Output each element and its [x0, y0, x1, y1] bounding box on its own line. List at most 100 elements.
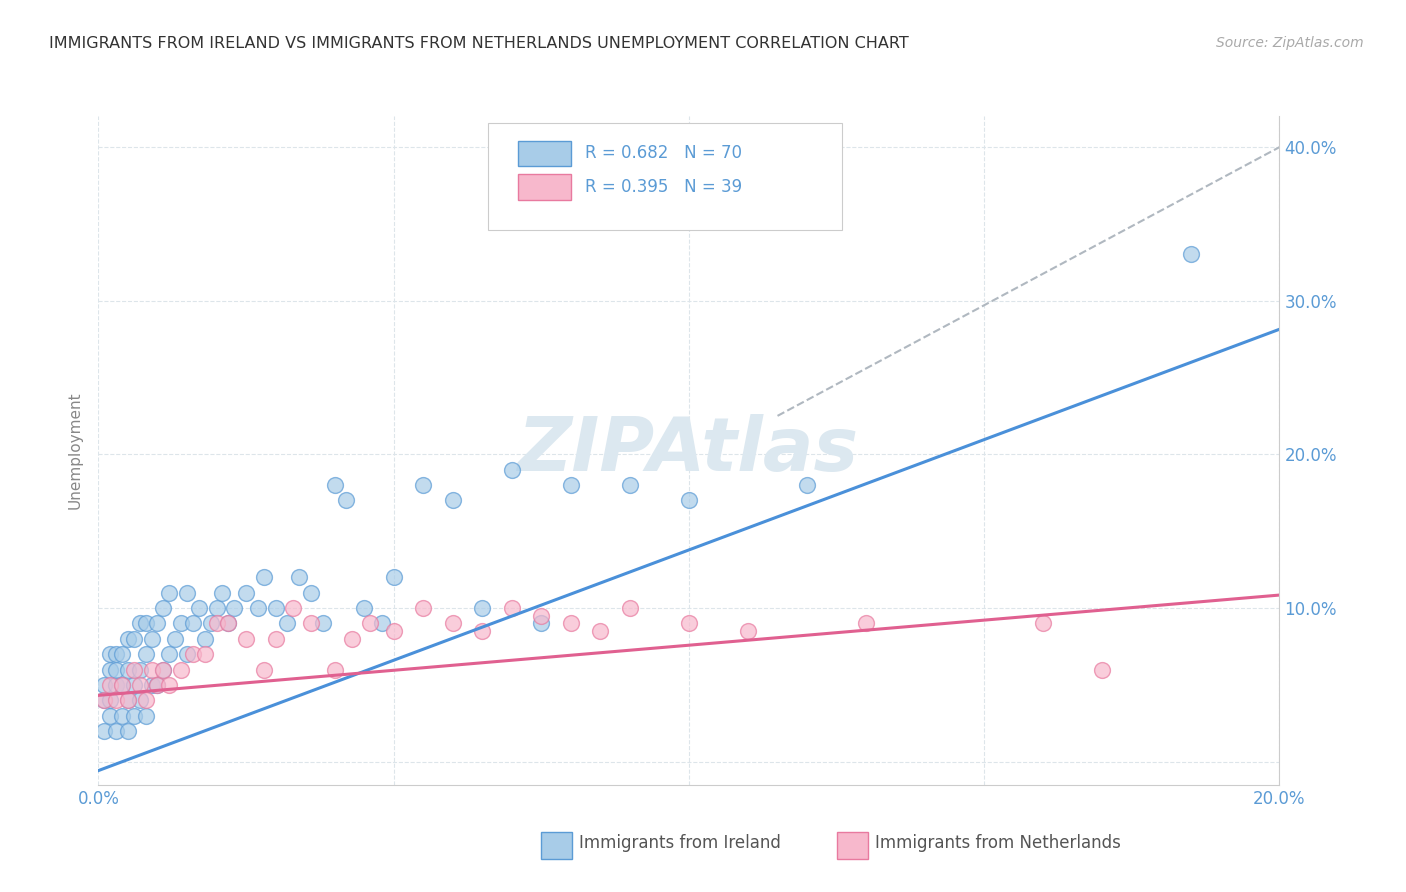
Point: [157, 585, 180, 599]
Point: [205, 616, 228, 631]
Point: [152, 663, 174, 677]
Point: [560, 478, 582, 492]
Point: [560, 616, 582, 631]
Point: [471, 601, 494, 615]
Point: [98, 693, 121, 707]
Point: [105, 693, 128, 707]
Point: [157, 678, 180, 692]
Point: [122, 678, 145, 692]
Point: [353, 601, 375, 615]
Point: [323, 478, 346, 492]
Point: [235, 585, 257, 599]
Point: [111, 678, 134, 692]
Point: [117, 693, 139, 707]
Point: [98, 678, 121, 692]
Text: Immigrants from Netherlands: Immigrants from Netherlands: [875, 834, 1121, 852]
Point: [299, 616, 322, 631]
Point: [152, 663, 174, 677]
Point: [235, 632, 257, 646]
Point: [194, 632, 217, 646]
Point: [253, 570, 276, 584]
Text: Source: ZipAtlas.com: Source: ZipAtlas.com: [1216, 36, 1364, 50]
Point: [471, 624, 494, 639]
Point: [152, 601, 174, 615]
Point: [128, 663, 150, 677]
Point: [283, 601, 305, 615]
Point: [141, 678, 163, 692]
Point: [111, 647, 134, 661]
Point: [128, 693, 150, 707]
Point: [176, 647, 198, 661]
Point: [122, 663, 145, 677]
Point: [619, 478, 641, 492]
Point: [224, 601, 246, 615]
Point: [342, 632, 364, 646]
Point: [312, 616, 335, 631]
Point: [111, 678, 134, 692]
Text: R = 0.682   N = 70: R = 0.682 N = 70: [585, 145, 742, 162]
Point: [135, 647, 157, 661]
Point: [501, 601, 523, 615]
Point: [98, 647, 121, 661]
Point: [211, 585, 233, 599]
Point: [165, 632, 187, 646]
Point: [737, 624, 759, 639]
Point: [146, 616, 169, 631]
Point: [678, 493, 700, 508]
Point: [796, 478, 818, 492]
Point: [176, 585, 198, 599]
Point: [855, 616, 877, 631]
Point: [382, 624, 405, 639]
Point: [441, 493, 464, 508]
Point: [181, 647, 204, 661]
Point: [117, 632, 139, 646]
Point: [323, 663, 346, 677]
Point: [181, 616, 204, 631]
Point: [135, 708, 157, 723]
Point: [146, 678, 169, 692]
Text: R = 0.395   N = 39: R = 0.395 N = 39: [585, 178, 742, 196]
Point: [146, 678, 169, 692]
Point: [141, 632, 163, 646]
Point: [98, 708, 121, 723]
Text: ZIPAtlas: ZIPAtlas: [519, 414, 859, 487]
Point: [157, 647, 180, 661]
Point: [93, 678, 115, 692]
Point: [678, 616, 700, 631]
Point: [170, 663, 193, 677]
Point: [205, 601, 228, 615]
Point: [117, 663, 139, 677]
Point: [276, 616, 298, 631]
Point: [501, 463, 523, 477]
Point: [371, 616, 394, 631]
Point: [141, 663, 163, 677]
Point: [530, 608, 553, 623]
Y-axis label: Unemployment: Unemployment: [67, 392, 83, 509]
Point: [619, 601, 641, 615]
Point: [128, 616, 150, 631]
Point: [98, 663, 121, 677]
Point: [200, 616, 222, 631]
Point: [382, 570, 405, 584]
Point: [117, 693, 139, 707]
FancyBboxPatch shape: [517, 141, 571, 166]
Point: [170, 616, 193, 631]
Point: [1180, 247, 1202, 261]
Point: [246, 601, 269, 615]
Point: [412, 601, 434, 615]
FancyBboxPatch shape: [488, 123, 842, 230]
Point: [299, 585, 322, 599]
Point: [93, 724, 115, 739]
Point: [589, 624, 612, 639]
Point: [530, 616, 553, 631]
Point: [194, 647, 217, 661]
Point: [217, 616, 239, 631]
Text: Immigrants from Ireland: Immigrants from Ireland: [579, 834, 782, 852]
Point: [93, 693, 115, 707]
Point: [105, 647, 128, 661]
Point: [187, 601, 209, 615]
Point: [264, 632, 287, 646]
Point: [1091, 663, 1114, 677]
Point: [359, 616, 381, 631]
Text: IMMIGRANTS FROM IRELAND VS IMMIGRANTS FROM NETHERLANDS UNEMPLOYMENT CORRELATION : IMMIGRANTS FROM IRELAND VS IMMIGRANTS FR…: [49, 36, 908, 51]
